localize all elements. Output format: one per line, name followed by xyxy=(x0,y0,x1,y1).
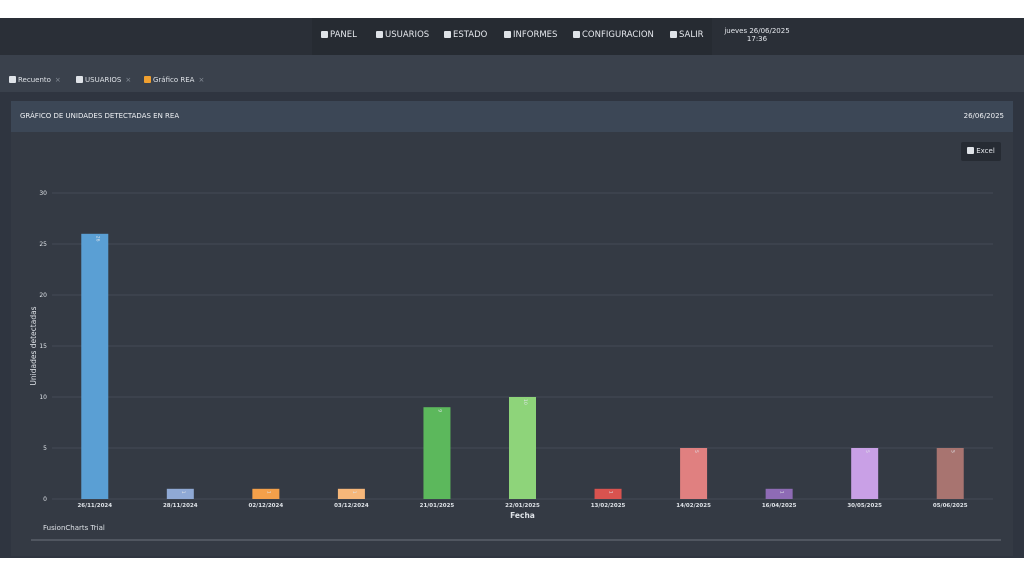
panel-title: GRÁFICO DE UNIDADES DETECTADAS EN REA xyxy=(20,112,180,120)
nav-label: SALIR xyxy=(679,30,704,40)
bar xyxy=(765,488,793,499)
top-nav: PANEL USUARIOS ESTADO INFORMES CONFIGURA… xyxy=(0,18,1024,55)
bar xyxy=(81,233,109,500)
value-label: 26 xyxy=(94,236,100,242)
nav-label: USUARIOS xyxy=(385,30,430,40)
panel-date: 26/06/2025 xyxy=(963,112,1004,120)
value-label: 5 xyxy=(950,450,956,453)
x-tick-label: 28/11/2024 xyxy=(163,503,198,509)
x-tick-label: 30/05/2025 xyxy=(847,503,882,509)
y-tick-label: 0 xyxy=(43,496,47,503)
chart-panel: GRÁFICO DE UNIDADES DETECTADAS EN REA 26… xyxy=(11,101,1013,556)
value-label: 5 xyxy=(864,450,870,453)
bar xyxy=(423,407,451,499)
tab-label: Gráfico REA xyxy=(153,76,195,84)
nav-item[interactable]: USUARIOS xyxy=(376,30,429,40)
excel-button[interactable]: Excel xyxy=(961,142,1001,161)
button-label: Excel xyxy=(976,147,995,155)
nav-label: ESTADO xyxy=(453,30,488,40)
bar xyxy=(252,488,280,499)
value-label: 1 xyxy=(779,491,785,494)
bar xyxy=(509,397,536,499)
bar xyxy=(680,448,708,499)
value-label: 1 xyxy=(351,491,357,494)
y-tick-label: 15 xyxy=(39,343,47,350)
x-tick-label: 26/11/2024 xyxy=(77,503,112,509)
bar xyxy=(594,488,622,499)
x-tick-label: 05/06/2025 xyxy=(933,503,968,509)
x-tick-label: 13/02/2025 xyxy=(591,503,626,509)
nav-item[interactable]: CONFIGURACION xyxy=(573,30,654,40)
nav-item[interactable]: ESTADO xyxy=(444,30,487,40)
bar xyxy=(337,488,365,499)
panel-header: GRÁFICO DE UNIDADES DETECTADAS EN REA 26… xyxy=(11,101,1013,132)
nav-label: PANEL xyxy=(330,30,357,40)
tab-label: Recuento xyxy=(18,76,51,84)
value-label: 5 xyxy=(693,450,699,453)
x-axis-label: Fecha xyxy=(510,511,535,520)
bar xyxy=(936,448,964,499)
nav-label: INFORMES xyxy=(513,30,558,40)
x-tick-label: 03/12/2024 xyxy=(334,503,369,509)
y-tick-label: 10 xyxy=(39,394,47,401)
value-label: 10 xyxy=(522,399,528,405)
y-axis-label: Unidades detectadas xyxy=(29,306,38,385)
value-label: 1 xyxy=(180,491,186,494)
y-tick-label: 25 xyxy=(39,241,47,248)
nav-item[interactable]: PANEL xyxy=(321,30,357,40)
tab[interactable]: Recuento × xyxy=(9,76,61,84)
tab[interactable]: USUARIOS × xyxy=(76,76,131,84)
x-tick-label: 02/12/2024 xyxy=(249,503,284,509)
datetime: jueves 26/06/2025 17:36 xyxy=(724,27,790,43)
chart: FusionCharts Trial 051015202530FechaUnid… xyxy=(29,190,1001,541)
x-tick-label: 14/02/2025 xyxy=(676,503,711,509)
nav-item[interactable]: INFORMES xyxy=(504,30,557,40)
nav-label: CONFIGURACION xyxy=(582,30,654,40)
y-tick-label: 5 xyxy=(43,445,47,452)
x-tick-label: 21/01/2025 xyxy=(420,503,455,509)
value-label: 1 xyxy=(265,491,271,494)
value-label: 9 xyxy=(436,409,442,412)
x-tick-label: 16/04/2025 xyxy=(762,503,797,509)
y-tick-label: 30 xyxy=(39,190,47,197)
time: 17:36 xyxy=(746,35,768,43)
bar xyxy=(851,448,879,499)
tab-bar: Recuento × USUARIOS × Gráfico REA × xyxy=(0,55,1024,92)
tab-label: USUARIOS xyxy=(85,76,122,84)
y-tick-label: 20 xyxy=(39,292,47,299)
watermark: FusionCharts Trial xyxy=(43,524,105,532)
tab[interactable]: Gráfico REA × xyxy=(144,76,204,84)
value-label: 1 xyxy=(608,491,614,494)
bar xyxy=(166,488,194,499)
nav-item[interactable]: SALIR xyxy=(670,30,704,40)
x-tick-label: 22/01/2025 xyxy=(505,503,540,509)
date: jueves 26/06/2025 xyxy=(724,27,790,35)
app: PANEL USUARIOS ESTADO INFORMES CONFIGURA… xyxy=(0,18,1024,558)
